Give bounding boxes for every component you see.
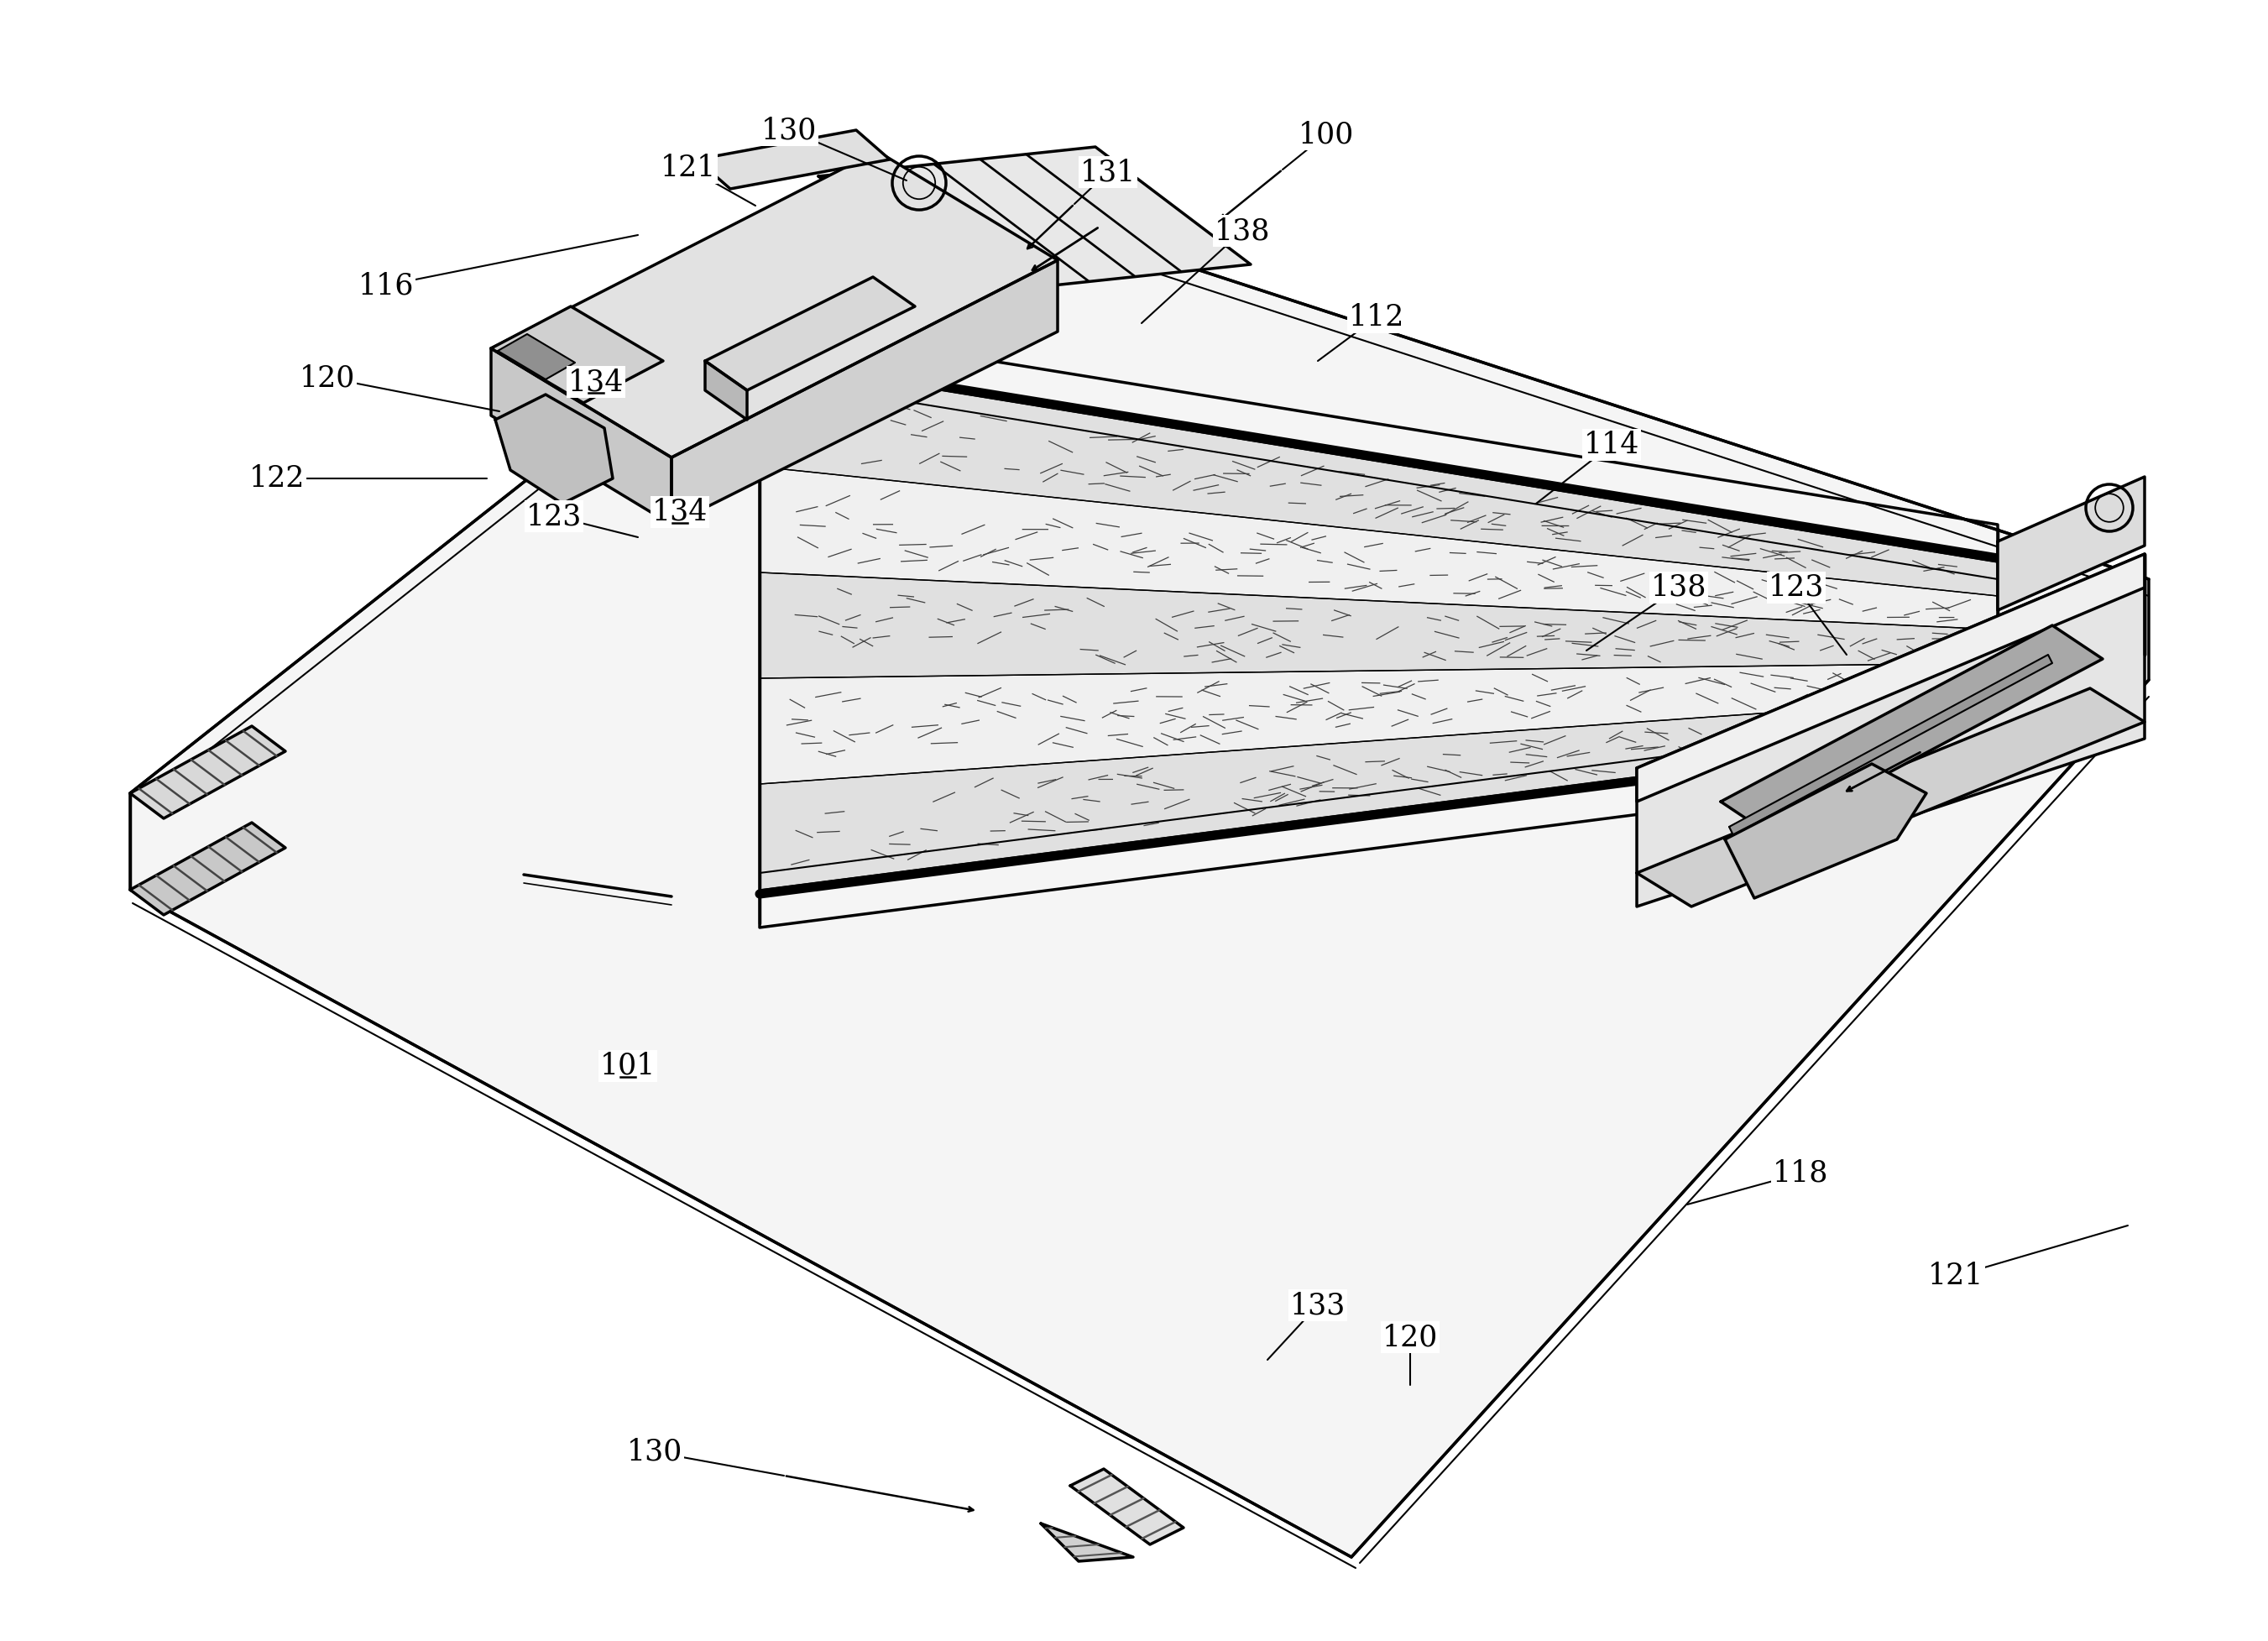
Polygon shape bbox=[1637, 555, 2146, 906]
Polygon shape bbox=[1637, 555, 2146, 801]
Text: 100: 100 bbox=[1297, 120, 1354, 149]
Text: 120: 120 bbox=[299, 363, 356, 392]
Text: 122: 122 bbox=[249, 464, 304, 492]
Polygon shape bbox=[129, 176, 2148, 1557]
Polygon shape bbox=[760, 361, 1998, 596]
Text: 101: 101 bbox=[601, 1052, 655, 1080]
Polygon shape bbox=[1041, 1523, 1134, 1561]
Text: 138: 138 bbox=[1213, 217, 1270, 245]
Polygon shape bbox=[492, 307, 662, 404]
Text: 112: 112 bbox=[1349, 304, 1404, 331]
Text: 118: 118 bbox=[1774, 1159, 1828, 1188]
Polygon shape bbox=[819, 148, 1250, 294]
Polygon shape bbox=[129, 725, 286, 819]
Polygon shape bbox=[1998, 478, 2146, 610]
Polygon shape bbox=[760, 466, 1998, 630]
Text: 114: 114 bbox=[1583, 430, 1640, 459]
Text: 116: 116 bbox=[358, 271, 415, 300]
Text: 121: 121 bbox=[660, 154, 717, 182]
Text: 134: 134 bbox=[567, 368, 624, 395]
Text: 121: 121 bbox=[1928, 1262, 1984, 1290]
Text: 123: 123 bbox=[1769, 573, 1823, 602]
Text: 134: 134 bbox=[651, 497, 708, 527]
Polygon shape bbox=[1637, 688, 2146, 906]
Polygon shape bbox=[760, 697, 1998, 889]
Polygon shape bbox=[1070, 1469, 1184, 1544]
Text: 130: 130 bbox=[762, 117, 816, 144]
Text: 123: 123 bbox=[526, 502, 583, 530]
Text: 131: 131 bbox=[1080, 158, 1136, 187]
Polygon shape bbox=[705, 361, 746, 420]
Text: 120: 120 bbox=[1381, 1323, 1438, 1352]
Text: 133: 133 bbox=[1290, 1291, 1345, 1319]
Polygon shape bbox=[705, 277, 914, 391]
Text: 138: 138 bbox=[1651, 573, 1706, 602]
Polygon shape bbox=[494, 394, 612, 504]
Polygon shape bbox=[1721, 625, 2102, 835]
Text: 130: 130 bbox=[626, 1438, 683, 1467]
Polygon shape bbox=[696, 130, 889, 189]
Polygon shape bbox=[760, 573, 1998, 678]
Polygon shape bbox=[497, 335, 576, 379]
Polygon shape bbox=[492, 151, 1057, 458]
Polygon shape bbox=[129, 822, 286, 916]
Polygon shape bbox=[760, 663, 1998, 784]
Polygon shape bbox=[1726, 763, 1926, 898]
Polygon shape bbox=[1728, 655, 2053, 835]
Polygon shape bbox=[671, 261, 1057, 525]
Polygon shape bbox=[492, 348, 671, 525]
